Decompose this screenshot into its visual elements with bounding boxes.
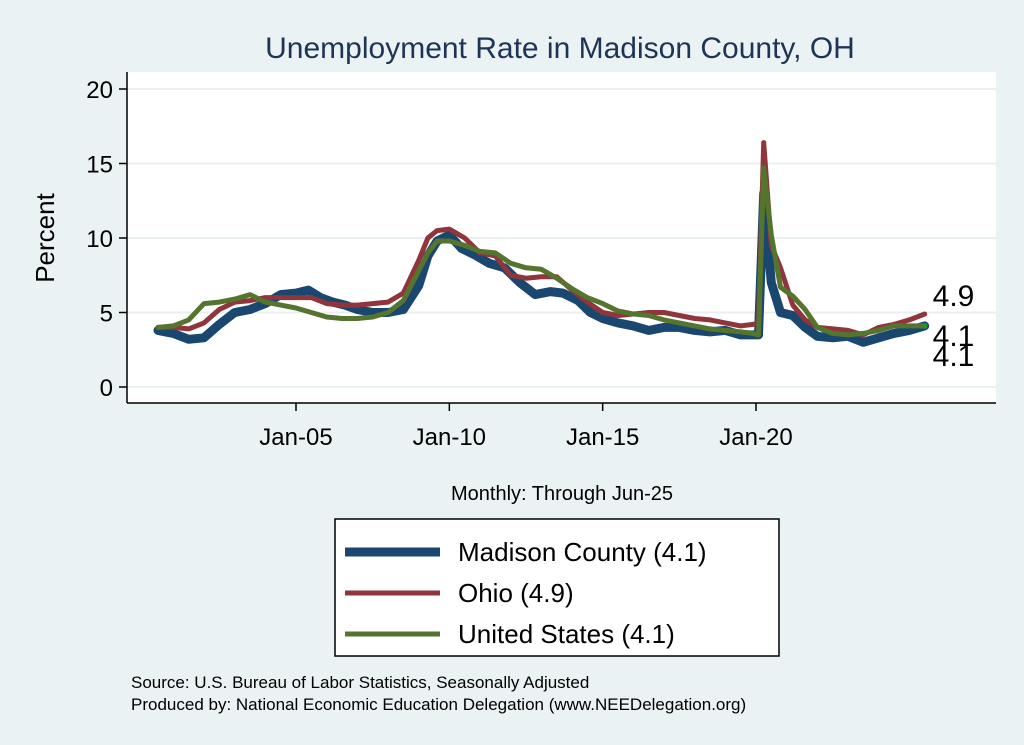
legend-label-us: United States (4.1) — [458, 619, 675, 649]
x-axis-ticks: Jan-05 Jan-10 Jan-15 Jan-20 — [259, 403, 793, 451]
y-tick-label-10: 10 — [86, 226, 113, 253]
y-tick-label-0: 0 — [100, 375, 113, 402]
x-tick-label-Jan-05: Jan-05 — [259, 424, 332, 451]
legend-label-ohio: Ohio (4.9) — [458, 578, 574, 608]
source-line: Source: U.S. Bureau of Labor Statistics,… — [131, 673, 589, 692]
legend-label-madison: Madison County (4.1) — [458, 537, 707, 567]
y-axis-ticks: 0 5 10 15 20 — [86, 77, 127, 402]
series-line-madison — [153, 188, 930, 347]
y-tick-label-15: 15 — [86, 152, 113, 179]
end-marker-us — [921, 322, 928, 329]
y-axis-title: Percent — [30, 192, 60, 282]
x-tick-label-Jan-10: Jan-10 — [413, 424, 486, 451]
chart-title: Unemployment Rate in Madison County, OH — [265, 32, 855, 65]
x-tick-label-Jan-15: Jan-15 — [566, 424, 639, 451]
end-label-us: 4.1 — [933, 320, 975, 353]
x-tick-label-Jan-20: Jan-20 — [719, 424, 792, 451]
end-label-ohio: 4.9 — [933, 280, 975, 313]
x-axis-title: Monthly: Through Jun-25 — [451, 483, 673, 505]
y-tick-label-5: 5 — [100, 301, 113, 328]
y-tick-label-20: 20 — [86, 77, 113, 104]
end-label-madison: 4.1 — [933, 340, 975, 373]
series-line-us — [155, 165, 928, 338]
series-lines — [153, 140, 930, 347]
end-labels: 4.1 4.9 4.1 — [921, 280, 975, 373]
produced-by-line: Produced by: National Economic Education… — [131, 695, 746, 714]
legend: Madison County (4.1) Ohio (4.9) United Sta… — [334, 518, 780, 657]
grid-lines — [127, 88, 996, 388]
